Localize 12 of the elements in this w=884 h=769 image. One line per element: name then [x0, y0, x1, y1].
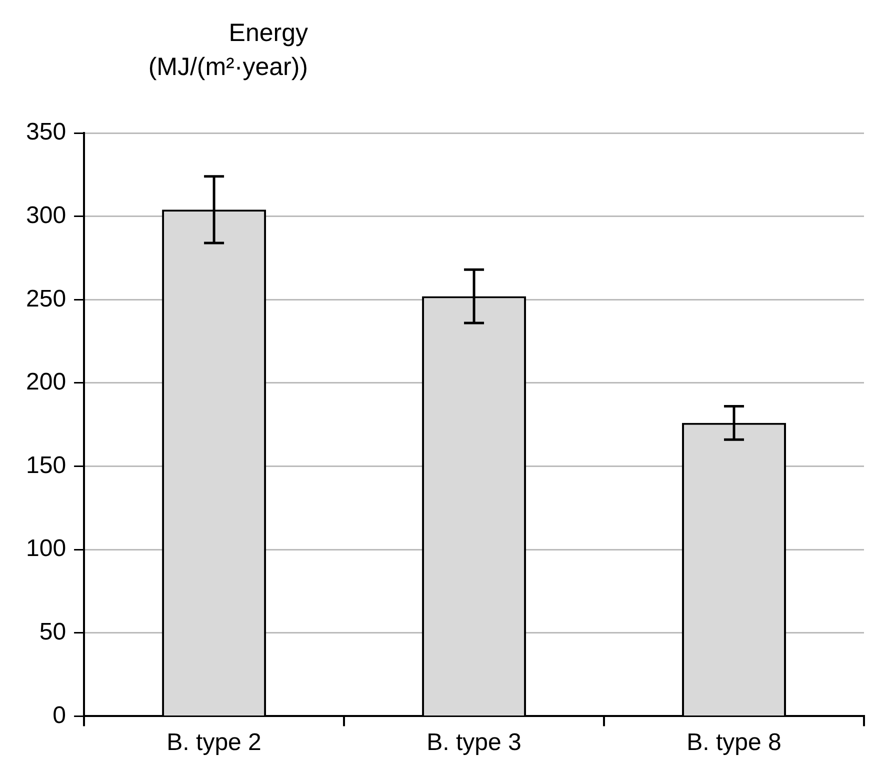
- y-tick-label: 300: [26, 202, 66, 229]
- x-tick-label: B. type 2: [166, 729, 262, 756]
- y-tick-label: 100: [26, 535, 66, 562]
- x-tick-label: B. type 8: [686, 729, 782, 756]
- y-tick-label: 350: [26, 118, 66, 146]
- y-axis-title: Energy (MJ/(m²·year)): [147, 18, 308, 83]
- y-tick-label: 0: [52, 702, 66, 729]
- y-tick-label: 50: [39, 618, 66, 646]
- y-tick-label: 150: [26, 452, 66, 479]
- y-tick-label: 200: [26, 368, 66, 396]
- x-tick-label: B. type 3: [426, 729, 522, 756]
- y-tick-label: 250: [26, 285, 66, 312]
